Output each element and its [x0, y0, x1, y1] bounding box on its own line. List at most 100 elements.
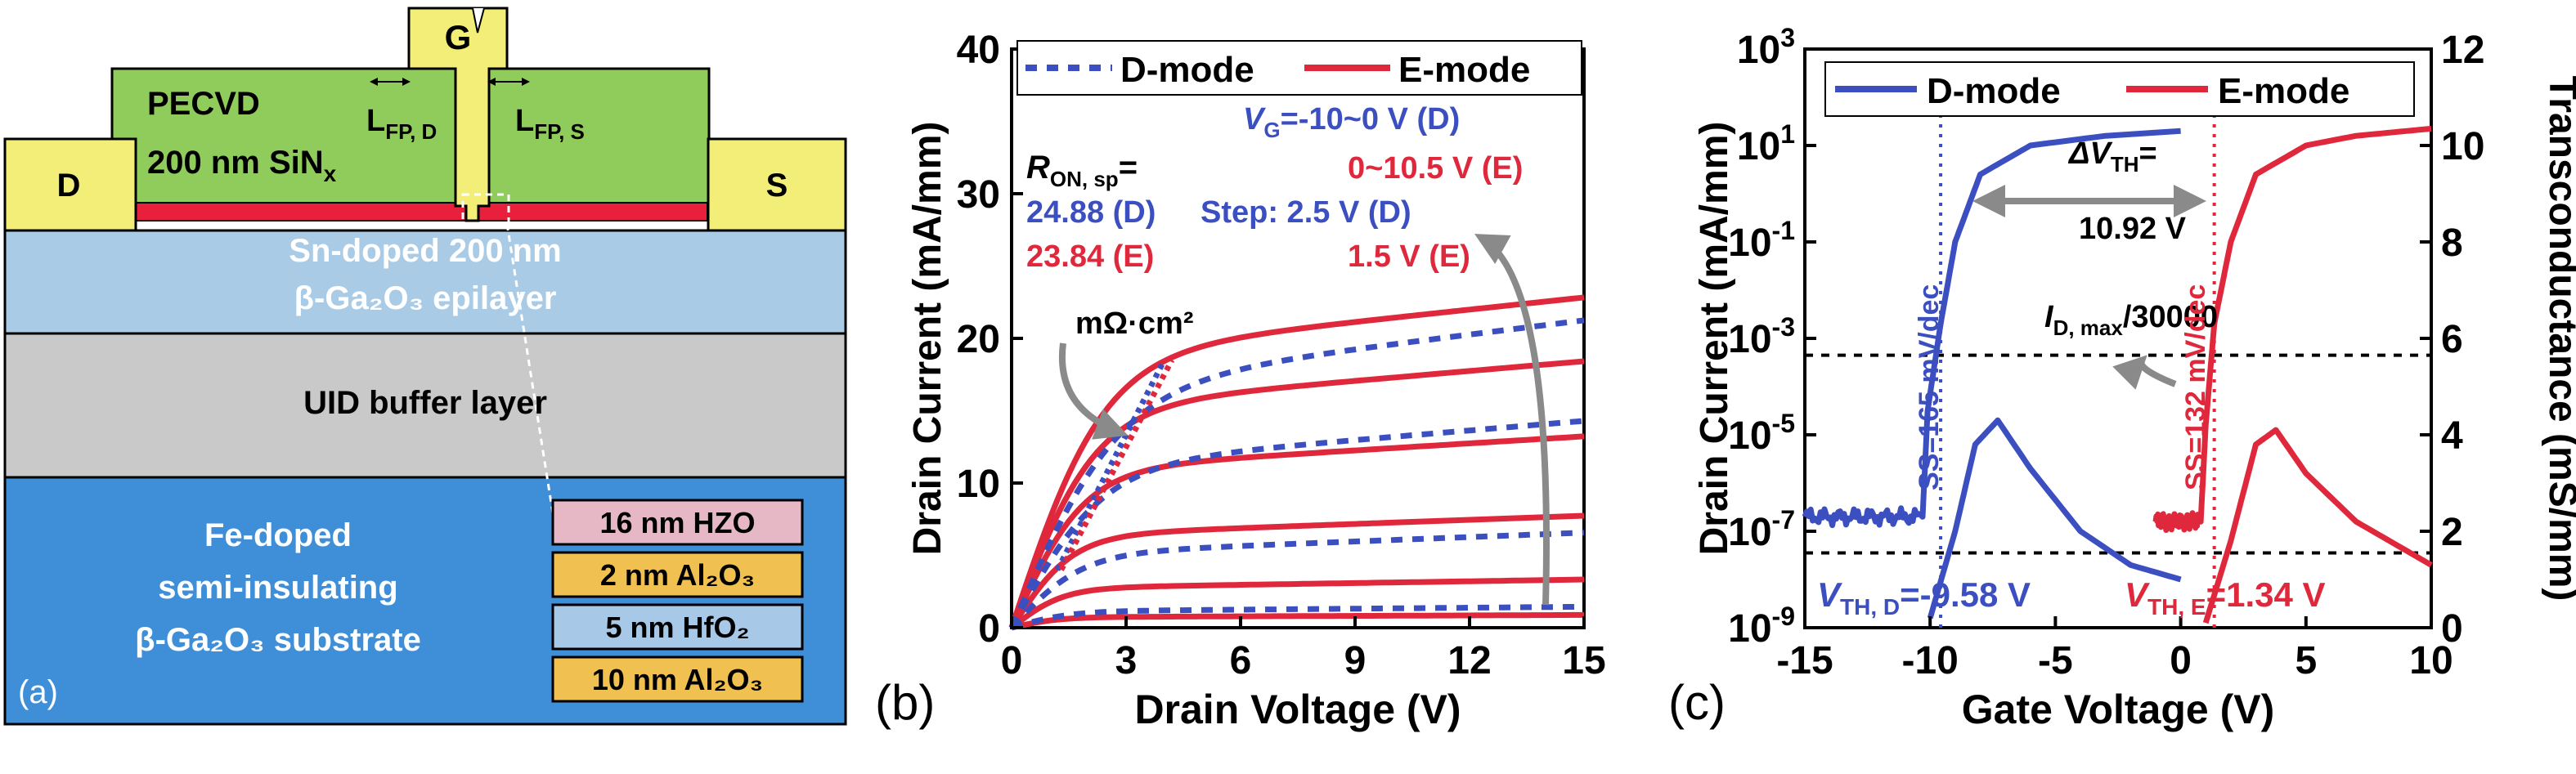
panel-b-label: (b)	[875, 675, 935, 730]
y-tick-label-c-right-1: 2	[2441, 511, 2463, 554]
x-tick-label-c-0: -15	[1776, 639, 1833, 682]
y-tick-label-b-0: 0	[978, 607, 1000, 651]
x-tick-label-b-0: 0	[1001, 639, 1023, 682]
ron-arrow	[1059, 342, 1129, 440]
drain-contact	[3, 137, 137, 232]
vg-annotation-1: VG=-10~0 V (D)	[1243, 102, 1460, 142]
gm-curve-e-mode	[2202, 427, 2433, 624]
source-contact	[707, 137, 847, 232]
step-annotation-1: Step: 2.5 V (D)	[1200, 195, 1411, 230]
y-tick-label-c-right-2: 4	[2441, 414, 2463, 458]
y-tick-label-c-left-4: 10-5	[1728, 409, 1795, 458]
e-mode-curve-5	[1011, 611, 1584, 631]
epilayer-label-1: Sn-doped 200 nm	[289, 233, 561, 269]
y-tick-label-c-left-3: 10-3	[1728, 312, 1795, 361]
epilayer	[3, 229, 847, 335]
stack-layer-label-2: 5 nm HfO₂	[605, 611, 749, 644]
passivation-label-2: 200 nm SiNx	[147, 145, 337, 186]
stack-layer-0	[551, 499, 804, 546]
x-tick-label-c-2: -5	[2038, 639, 2073, 682]
lfp-s-label: LFP, S	[515, 104, 585, 144]
e-mode-curve-2	[1008, 433, 1585, 629]
id-max-annotation: ID, max/30000	[2044, 300, 2218, 340]
panel-a-label: (a)	[18, 674, 58, 710]
x-axis-title-b: Drain Voltage (V)	[1134, 687, 1461, 732]
gate-label: G	[445, 18, 472, 56]
vg-annotation-2: 0~10.5 V (E)	[1348, 151, 1523, 186]
buffer-layer	[3, 332, 847, 479]
lfp-d-label: LFP, D	[366, 104, 437, 144]
id-curve-d-mode	[1802, 128, 2181, 529]
drain-label: D	[57, 168, 81, 204]
substrate-label-3: β-Ga₂O₃ substrate	[135, 622, 421, 658]
stack-layer-label-3: 10 nm Al₂O₃	[592, 663, 763, 696]
y-tick-label-c-left-2: 10-1	[1728, 216, 1795, 265]
y-tick-label-c-left-0: 103	[1737, 23, 1795, 72]
y-axis-title-c-right: Transconductance (mS/mm)	[2541, 76, 2576, 602]
x-tick-label-b-3: 9	[1344, 639, 1367, 682]
x-tick-label-c-4: 5	[2295, 639, 2317, 682]
e-mode-curve-3	[1009, 512, 1585, 629]
zoom-line	[505, 223, 554, 514]
e-mode-curve-4	[1009, 576, 1585, 630]
source-label: S	[766, 168, 788, 204]
ron-annotation-label: RON, sp=	[1026, 150, 1138, 191]
legend-label-e-mode: E-mode	[1398, 50, 1530, 90]
y-tick-label-c-right-4: 8	[2441, 221, 2463, 265]
gate-notch	[472, 7, 485, 34]
delta-vth-annotation-2: 10.92 V	[2079, 212, 2187, 246]
substrate-label-2: semi-insulating	[158, 570, 397, 606]
legend-c	[1824, 61, 2415, 117]
y-tick-label-c-right-6: 12	[2441, 29, 2484, 72]
y-tick-label-c-left-5: 10-7	[1728, 505, 1795, 554]
y-tick-label-c-left-1: 101	[1737, 119, 1795, 168]
y-tick-label-c-right-3: 6	[2441, 318, 2463, 361]
stack-layer-3	[551, 655, 804, 703]
x-axis-title-c: Gate Voltage (V)	[1962, 687, 2274, 732]
legend-label-d-mode: D-mode	[1120, 50, 1254, 90]
x-tick-label-b-1: 3	[1115, 639, 1138, 682]
ron-annotation-unit: mΩ·cm²	[1075, 306, 1194, 341]
stack-layer-label-1: 2 nm Al₂O₃	[600, 558, 755, 592]
device-cross-section: G D S PECVD 200 nm SiNx LFP, D LFP, S Sn…	[3, 7, 847, 726]
x-tick-label-c-1: -10	[1902, 639, 1959, 682]
ss-d-annotation: SS=165 mV/dec	[1914, 284, 1945, 490]
y-tick-label-b-1: 10	[957, 463, 1000, 506]
id-max-arrow	[2112, 355, 2177, 390]
ron-annotation-e: 23.84 (E)	[1026, 239, 1154, 274]
ss-e-annotation: SS=132 mV/dec	[2180, 284, 2211, 490]
zoom-box	[461, 193, 510, 226]
y-tick-label-b-3: 30	[957, 173, 1000, 217]
x-tick-label-c-5: 10	[2409, 639, 2453, 682]
y-tick-label-b-4: 40	[957, 29, 1000, 72]
panel-c-label: (c)	[1668, 675, 1726, 730]
e-mode-curve-1	[1008, 358, 1585, 629]
x-tick-label-b-4: 12	[1447, 639, 1491, 682]
gm-curve-d-mode	[1927, 417, 2182, 620]
x-tick-label-b-5: 15	[1562, 639, 1605, 682]
gate-dielectric	[134, 202, 708, 221]
y-tick-label-c-left-6: 10-9	[1728, 602, 1795, 651]
gate-stack-inset: 16 nm HZO 2 nm Al₂O₃ 5 nm HfO₂ 10 nm Al₂O₃	[551, 499, 804, 703]
substrate-label-1: Fe-doped	[204, 517, 352, 553]
id-curve-e-mode	[2152, 125, 2432, 533]
legend-label-c-e-mode: E-mode	[2218, 71, 2349, 111]
stack-layer-1	[551, 551, 804, 598]
step-annotation-2: 1.5 V (E)	[1348, 239, 1470, 274]
y-tick-label-c-right-5: 10	[2441, 125, 2484, 168]
delta-vth-annotation-1: ΔVTH=	[2067, 136, 2157, 177]
y-axis-title-b: Drain Current (mA/mm)	[906, 122, 949, 556]
vth-e-annotation: VTH, E=1.34 V	[2125, 575, 2326, 620]
d-mode-curve-1	[1008, 418, 1585, 629]
d-mode-curve-3	[1011, 603, 1584, 631]
transfer-characteristics-chart: -15 -10 -5 0 5 10 103 101 10-1 10-3 10-5 10-7 10-9 0 2…	[1668, 23, 2576, 732]
passivation-layer	[110, 67, 711, 208]
ron-fit-e	[1058, 358, 1175, 571]
stack-layer-label-0: 16 nm HZO	[599, 506, 755, 539]
y-tick-label-b-2: 20	[957, 318, 1000, 361]
buffer-label: UID buffer layer	[303, 385, 547, 421]
stack-layer-2	[551, 603, 804, 651]
ron-annotation-d: 24.88 (D)	[1026, 195, 1156, 230]
epilayer-label-2: β-Ga₂O₃ epilayer	[294, 280, 557, 316]
